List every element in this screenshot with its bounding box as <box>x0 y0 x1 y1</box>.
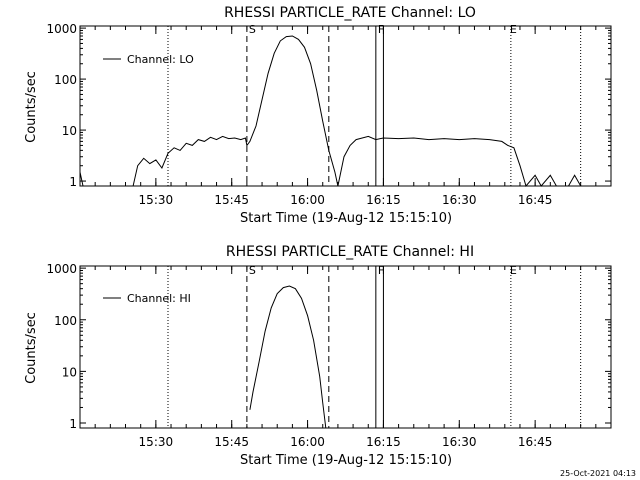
x-tick-label: 16:15 <box>366 435 401 449</box>
marker-lines <box>167 266 582 428</box>
y-axis-label: Counts/sec <box>24 71 39 143</box>
x-axis-label: Start Time (19-Aug-12 15:15:10) <box>240 211 452 226</box>
y-tick-label: 1 <box>69 175 77 189</box>
marker-label-s: S <box>249 23 256 36</box>
legend-label: Channel: HI <box>127 292 191 305</box>
marker-label-f: F <box>378 23 384 36</box>
x-tick-label: 16:45 <box>518 435 553 449</box>
legend-label: Channel: LO <box>127 53 194 66</box>
chart-title: RHESSI PARTICLE_RATE Channel: LO <box>224 5 476 21</box>
panel-hi: RHESSI PARTICLE_RATE Channel: HI Start T… <box>24 244 612 468</box>
x-ticks: 15:30 15:45 16:00 16:15 16:30 16:45 <box>79 266 612 449</box>
y-tick-label: 1000 <box>46 262 77 276</box>
legend: Channel: LO <box>103 53 194 66</box>
y-tick-label: 10 <box>62 124 77 138</box>
x-tick-label: 15:45 <box>214 193 249 207</box>
y-tick-label: 1000 <box>46 22 77 36</box>
x-tick-label: 15:30 <box>139 193 174 207</box>
y-tick-label: 100 <box>54 73 77 87</box>
marker-label-e: E <box>510 264 517 277</box>
x-tick-label: 16:45 <box>518 193 553 207</box>
x-tick-label: 16:15 <box>366 193 401 207</box>
x-tick-label: 15:30 <box>139 435 174 449</box>
chart-title: RHESSI PARTICLE_RATE Channel: HI <box>226 244 474 260</box>
x-tick-label: 16:30 <box>442 435 477 449</box>
y-axis-label: Counts/sec <box>24 312 39 384</box>
x-tick-label: 16:00 <box>290 193 325 207</box>
marker-label-e: E <box>510 23 517 36</box>
x-tick-label: 16:30 <box>442 193 477 207</box>
plot-frame <box>79 265 612 429</box>
series-line-lo <box>79 35 582 188</box>
y-tick-label: 100 <box>54 314 77 328</box>
y-ticks: 1 10 100 1000 <box>46 262 611 431</box>
x-tick-label: 15:45 <box>214 435 249 449</box>
x-axis-label: Start Time (19-Aug-12 15:15:10) <box>240 453 452 468</box>
x-ticks: 15:30 15:45 16:00 16:15 16:30 16:45 <box>79 26 612 207</box>
y-ticks: 1 10 100 1000 <box>46 22 611 189</box>
timestamp-stamp: 25-Oct-2021 04:13 <box>560 469 636 478</box>
y-tick-label: 1 <box>69 417 77 431</box>
marker-lines <box>167 26 582 186</box>
plot-frame <box>79 25 612 187</box>
marker-label-f: F <box>378 264 384 277</box>
x-tick-label: 16:00 <box>290 435 325 449</box>
marker-label-s: S <box>249 264 256 277</box>
panel-lo: RHESSI PARTICLE_RATE Channel: LO Start T… <box>24 5 612 226</box>
y-tick-label: 10 <box>62 365 77 379</box>
legend: Channel: HI <box>103 292 191 305</box>
series-line-hi <box>249 285 327 429</box>
